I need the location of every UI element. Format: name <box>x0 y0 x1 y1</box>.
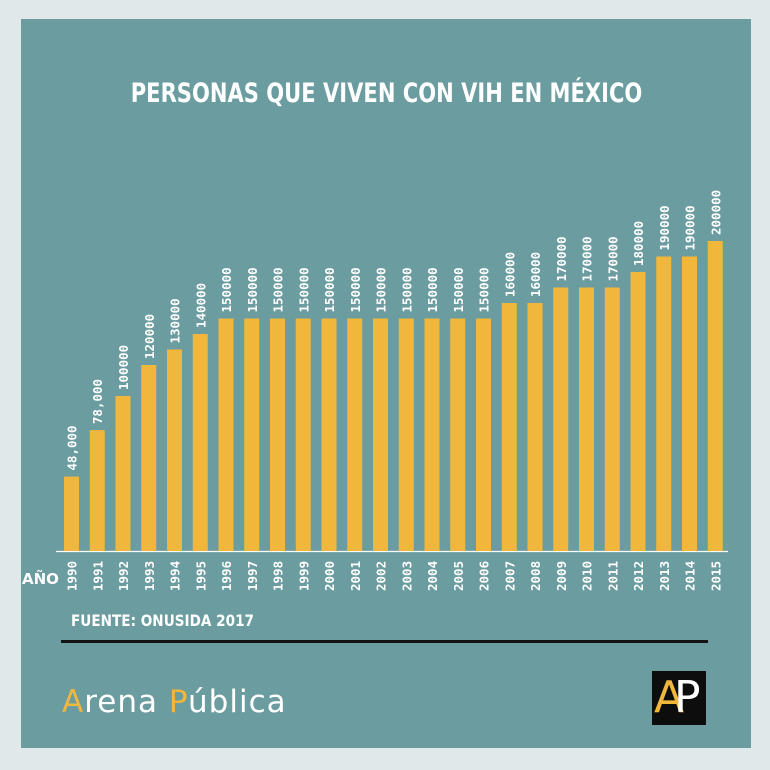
x-tick-2005: 2005 <box>451 561 466 591</box>
value-label-2000: 150000 <box>322 267 337 312</box>
bar-2014 <box>682 256 697 551</box>
ap-logo: A P <box>652 671 706 725</box>
value-label-2014: 190000 <box>683 205 698 250</box>
brand-initial-p: P <box>168 684 189 720</box>
brand-initial-a: A <box>62 684 85 720</box>
value-label-2007: 160000 <box>502 252 517 297</box>
value-label-1998: 150000 <box>271 267 286 312</box>
value-label-2009: 170000 <box>554 236 569 281</box>
bar-2000 <box>321 318 337 551</box>
value-label-2011: 170000 <box>605 236 620 281</box>
x-tick-2012: 2012 <box>631 561 646 591</box>
x-tick-2002: 2002 <box>374 561 389 591</box>
x-tick-1998: 1998 <box>271 561 286 591</box>
x-tick-2003: 2003 <box>399 561 414 591</box>
value-label-2006: 150000 <box>477 267 492 312</box>
bar-2001 <box>347 318 363 551</box>
x-tick-2008: 2008 <box>528 561 543 591</box>
bar-2004 <box>424 318 440 551</box>
x-axis-title: AÑO <box>22 569 59 588</box>
bar-1998 <box>270 318 285 551</box>
source-note: FUENTE: ONUSIDA 2017 <box>71 611 254 630</box>
value-label-2001: 150000 <box>348 267 363 312</box>
x-tick-2011: 2011 <box>605 561 620 591</box>
x-tick-2004: 2004 <box>425 561 440 591</box>
bar-2010 <box>579 287 594 551</box>
bar-2013 <box>656 256 672 551</box>
x-tick-1995: 1995 <box>193 561 208 591</box>
bar-1991 <box>89 430 105 551</box>
x-tick-2015: 2015 <box>708 561 723 591</box>
bar-2009 <box>553 287 569 551</box>
bar-1993 <box>141 365 157 551</box>
logo-letter-a: A <box>654 672 685 723</box>
bar-2003 <box>398 318 414 551</box>
x-tick-1992: 1992 <box>116 561 131 591</box>
bar-1994 <box>167 349 182 551</box>
x-tick-2009: 2009 <box>554 561 569 591</box>
value-label-1993: 120000 <box>142 314 157 359</box>
value-label-2008: 160000 <box>528 252 543 297</box>
bar-2007 <box>501 303 517 551</box>
x-tick-1999: 1999 <box>296 561 311 591</box>
bar-1997 <box>244 318 260 551</box>
x-tick-2013: 2013 <box>657 561 672 591</box>
value-label-1999: 150000 <box>296 267 311 312</box>
brand-word-rest-1: rena <box>84 684 169 720</box>
divider-line <box>61 640 708 643</box>
value-label-2005: 150000 <box>451 267 466 312</box>
value-label-2004: 150000 <box>425 267 440 312</box>
x-tick-2007: 2007 <box>502 561 517 591</box>
x-tick-1990: 1990 <box>65 561 80 591</box>
value-label-2002: 150000 <box>374 267 389 312</box>
bar-2015 <box>707 241 723 551</box>
value-label-2012: 180000 <box>631 221 646 266</box>
value-label-2015: 200000 <box>708 190 723 235</box>
x-tick-2010: 2010 <box>580 561 595 591</box>
value-label-1995: 140000 <box>193 283 208 328</box>
bar-1996 <box>218 318 234 551</box>
x-tick-2001: 2001 <box>348 561 363 591</box>
value-label-1992: 100000 <box>116 345 131 390</box>
bar-1999 <box>295 318 311 551</box>
brand-word-rest-2: ública <box>188 684 287 720</box>
value-label-2013: 190000 <box>657 205 672 250</box>
x-tick-1997: 1997 <box>245 561 260 591</box>
logo-letter-p: P <box>674 672 701 723</box>
x-tick-2006: 2006 <box>477 561 492 591</box>
bar-1990 <box>64 476 79 551</box>
chart-title: PERSONAS QUE VIVEN CON VIH EN MÉXICO <box>130 78 643 109</box>
bar-2002 <box>373 318 388 551</box>
bar-2005 <box>450 318 466 551</box>
bar-1992 <box>115 396 131 551</box>
x-tick-1996: 1996 <box>219 561 234 591</box>
x-tick-1993: 1993 <box>142 561 157 591</box>
x-tick-2000: 2000 <box>322 561 337 591</box>
x-tick-1994: 1994 <box>168 561 183 591</box>
x-tick-1991: 1991 <box>90 561 105 591</box>
value-label-1997: 150000 <box>245 267 260 312</box>
value-label-1990: 48,000 <box>65 425 80 470</box>
value-label-1996: 150000 <box>219 267 234 312</box>
value-label-1991: 78,000 <box>90 379 105 424</box>
bar-1995 <box>192 334 208 551</box>
brand-wordmark: Arena Pública <box>62 684 287 720</box>
bar-2012 <box>630 272 646 551</box>
x-tick-2014: 2014 <box>683 561 698 591</box>
bar-2008 <box>527 303 543 551</box>
value-label-2003: 150000 <box>399 267 414 312</box>
value-label-2010: 170000 <box>580 236 595 281</box>
bar-2011 <box>604 287 620 551</box>
value-label-1994: 130000 <box>168 298 183 343</box>
bar-2006 <box>476 318 491 551</box>
